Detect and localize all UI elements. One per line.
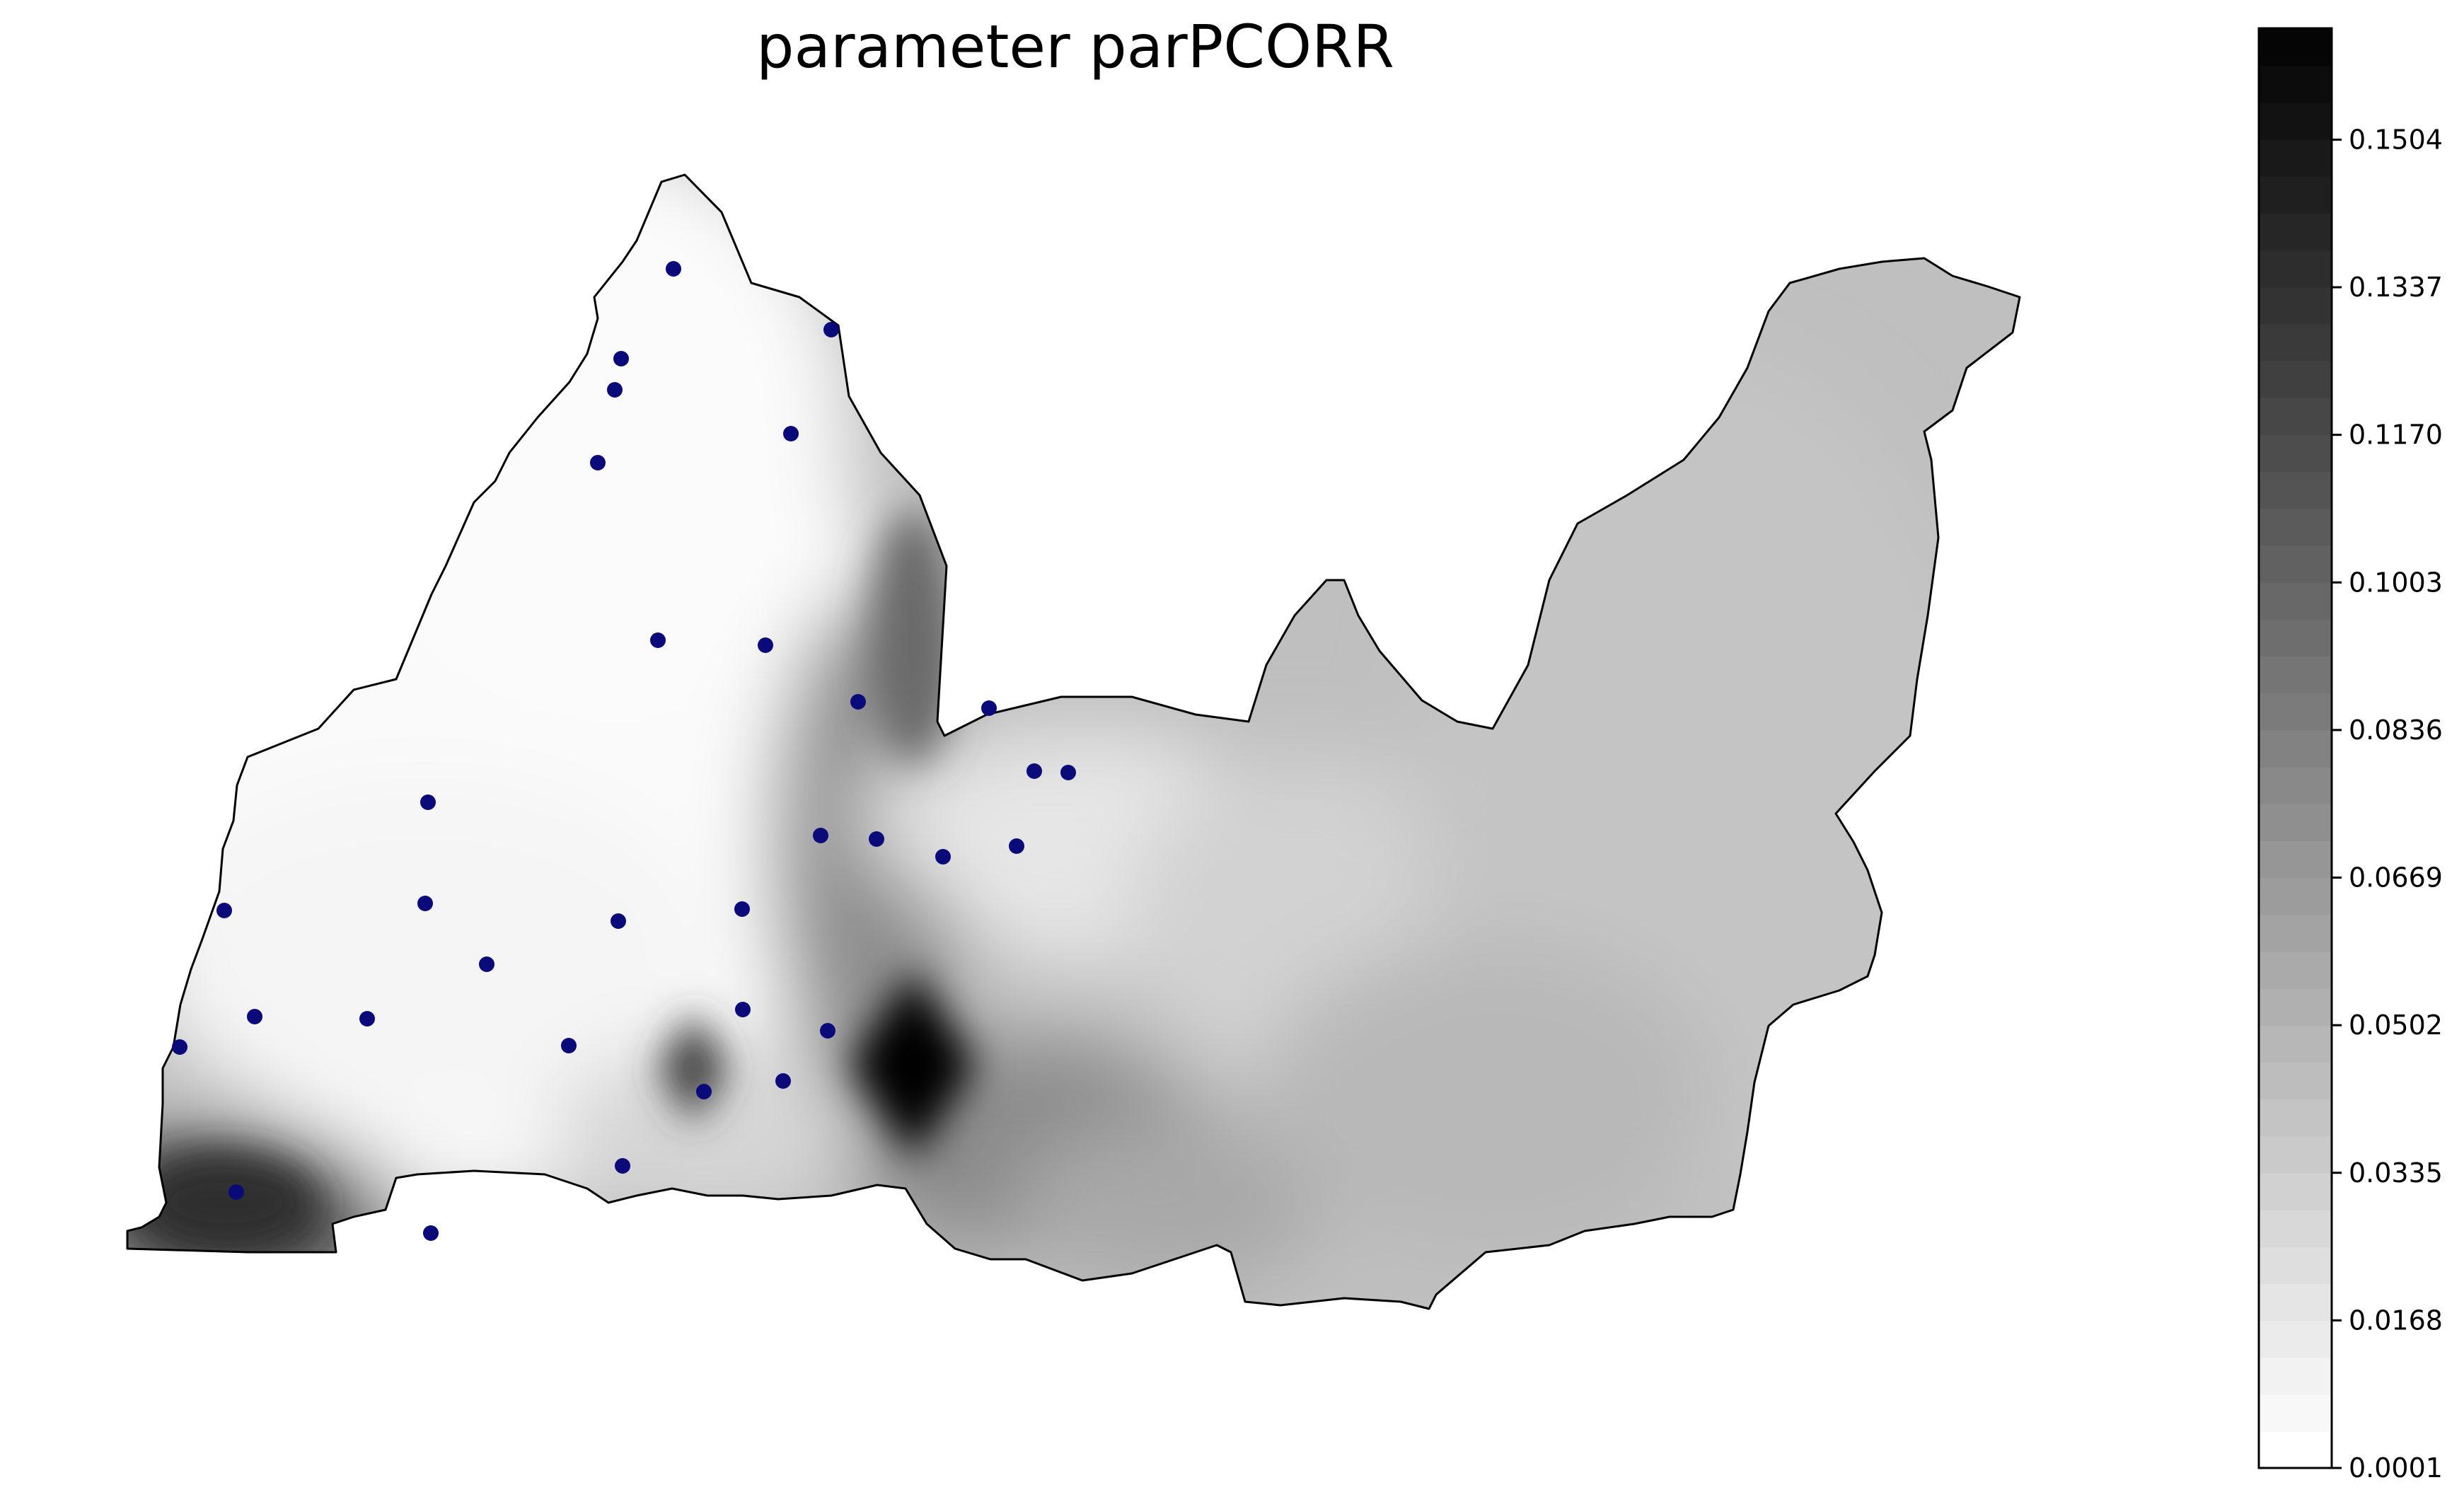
colorbar-band: [2259, 1357, 2332, 1395]
station-marker: [359, 1011, 375, 1027]
colorbar-band: [2259, 729, 2332, 768]
station-marker: [820, 1023, 835, 1039]
colorbar-band: [2259, 287, 2332, 325]
station-marker: [869, 831, 884, 847]
colorbar-band: [2259, 508, 2332, 546]
colorbar-tick-label: 0.0335: [2349, 1157, 2443, 1189]
colorbar-band: [2259, 212, 2332, 251]
colorbar-band: [2259, 618, 2332, 657]
colorbar-tick-label: 0.0168: [2349, 1305, 2443, 1336]
station-marker: [1060, 765, 1076, 780]
colorbar-band: [2259, 1024, 2332, 1063]
colorbar-band: [2259, 250, 2332, 288]
colorbar-band: [2259, 840, 2332, 879]
station-marker: [561, 1038, 577, 1053]
colorbar-band: [2259, 988, 2332, 1026]
station-marker: [590, 455, 606, 470]
basin-boundary: [126, 173, 2021, 1310]
station-marker: [229, 1184, 244, 1200]
colorbar-band: [2259, 914, 2332, 952]
colorbar-band: [2259, 360, 2332, 398]
colorbar-band: [2259, 545, 2332, 583]
colorbar-tick-label: 0.1003: [2349, 567, 2443, 598]
station-marker: [813, 828, 828, 843]
colorbar-bands: [2259, 28, 2332, 1469]
colorbar-frame: [2257, 27, 2333, 1469]
station-marker: [734, 901, 750, 917]
station-marker: [613, 351, 629, 366]
colorbar-band: [2259, 1172, 2332, 1210]
station-marker: [850, 694, 866, 710]
colorbar-band: [2259, 693, 2332, 731]
station-marker: [666, 261, 681, 277]
station-marker: [981, 700, 997, 716]
colorbar-tick-label: 0.0001: [2349, 1452, 2443, 1484]
colorbar-band: [2259, 766, 2332, 804]
colorbar-band: [2259, 1062, 2332, 1100]
colorbar-tick-label: 0.0669: [2349, 862, 2443, 894]
colorbar-ticks: 0.0001 0.0168 0.0335 0.0502 0.0669 0.0836 0.10…: [2332, 124, 2443, 1484]
colorbar-band: [2259, 582, 2332, 620]
colorbar-band: [2259, 1099, 2332, 1137]
station-marker: [935, 849, 951, 865]
station-marker: [650, 632, 666, 648]
station-marker: [247, 1009, 262, 1024]
colorbar: 0.0001 0.0168 0.0335 0.0502 0.0669 0.0836 0.10…: [2257, 27, 2443, 1484]
colorbar-tick-label: 0.1504: [2349, 124, 2443, 155]
colorbar-band: [2259, 1320, 2332, 1358]
station-marker: [611, 913, 626, 929]
station-marker: [615, 1158, 630, 1174]
colorbar-band: [2259, 139, 2332, 177]
station-marker: [1009, 838, 1024, 854]
colorbar-band: [2259, 1209, 2332, 1247]
colorbar-band: [2259, 397, 2332, 435]
colorbar-band: [2259, 656, 2332, 694]
colorbar-band: [2259, 1135, 2332, 1174]
colorbar-tick-label: 0.0836: [2349, 715, 2443, 746]
colorbar-band: [2259, 28, 2332, 67]
station-marker: [420, 794, 436, 810]
colorbar-band: [2259, 951, 2332, 989]
station-marker: [735, 1002, 751, 1017]
map-title: parameter parPCORR: [756, 12, 1394, 81]
colorbar-band: [2259, 323, 2332, 362]
station-marker: [775, 1073, 791, 1089]
station-marker: [417, 896, 433, 911]
colorbar-band: [2259, 803, 2332, 841]
station-marker: [172, 1039, 187, 1055]
colorbar-band: [2259, 1394, 2332, 1432]
station-marker: [423, 1225, 439, 1241]
colorbar-band: [2259, 877, 2332, 915]
colorbar-tick-label: 0.1337: [2349, 272, 2443, 303]
colorbar-band: [2259, 1430, 2332, 1469]
colorbar-band: [2259, 175, 2332, 214]
colorbar-band: [2259, 1246, 2332, 1285]
station-marker: [783, 426, 799, 441]
colorbar-band: [2259, 1283, 2332, 1322]
station-marker: [1026, 763, 1042, 779]
station-marker: [758, 637, 773, 653]
colorbar-band: [2259, 434, 2332, 473]
colorbar-band: [2259, 102, 2332, 140]
colorbar-band: [2259, 471, 2332, 509]
station-marker: [479, 956, 494, 972]
colorbar-tick-label: 0.1170: [2349, 420, 2443, 451]
colorbar-tick-label: 0.0502: [2349, 1010, 2443, 1041]
station-marker: [607, 382, 623, 398]
station-marker: [696, 1084, 712, 1099]
station-marker: [216, 903, 232, 918]
station-markers: [172, 261, 1076, 1241]
station-marker: [823, 322, 839, 337]
colorbar-band: [2259, 65, 2332, 103]
